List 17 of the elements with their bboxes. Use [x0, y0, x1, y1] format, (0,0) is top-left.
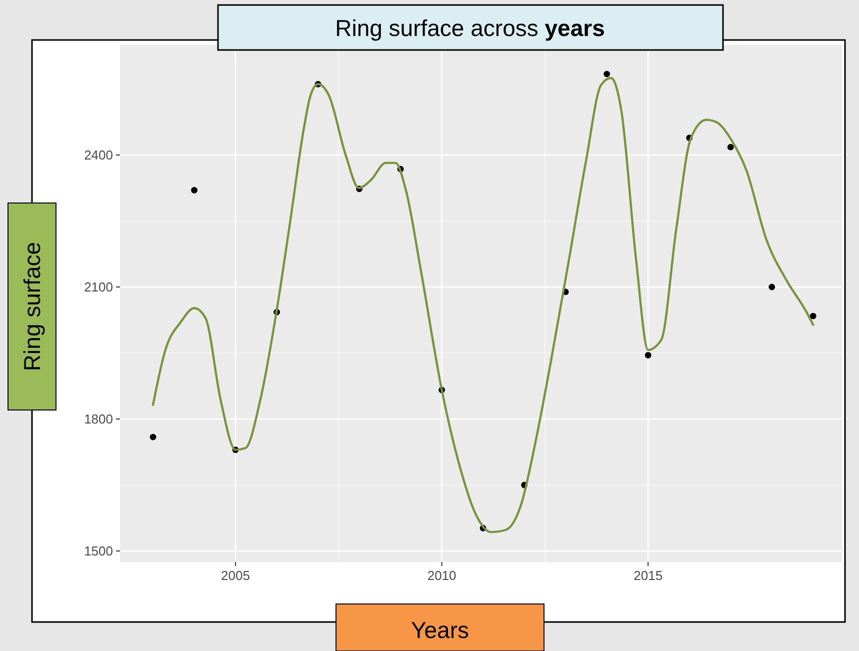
point: [150, 434, 156, 440]
point: [604, 70, 610, 78]
point: [810, 312, 816, 320]
y-tick-label: 2400: [84, 148, 113, 162]
y-tick-label: 1500: [84, 544, 113, 558]
y-axis-title: Ring surface: [19, 242, 45, 372]
x-axis-title: Years: [411, 617, 469, 643]
chart-title: Ring surface across years: [335, 15, 605, 41]
y-tick-label: 2100: [84, 280, 113, 294]
y-tick-label: 1800: [84, 412, 113, 426]
point: [191, 187, 198, 194]
point: [727, 144, 734, 150]
x-tick-label: 2010: [427, 568, 456, 583]
point: [768, 284, 776, 290]
x-tick-label: 2015: [634, 568, 663, 583]
point: [644, 352, 652, 358]
x-tick-label: 2005: [221, 568, 250, 583]
